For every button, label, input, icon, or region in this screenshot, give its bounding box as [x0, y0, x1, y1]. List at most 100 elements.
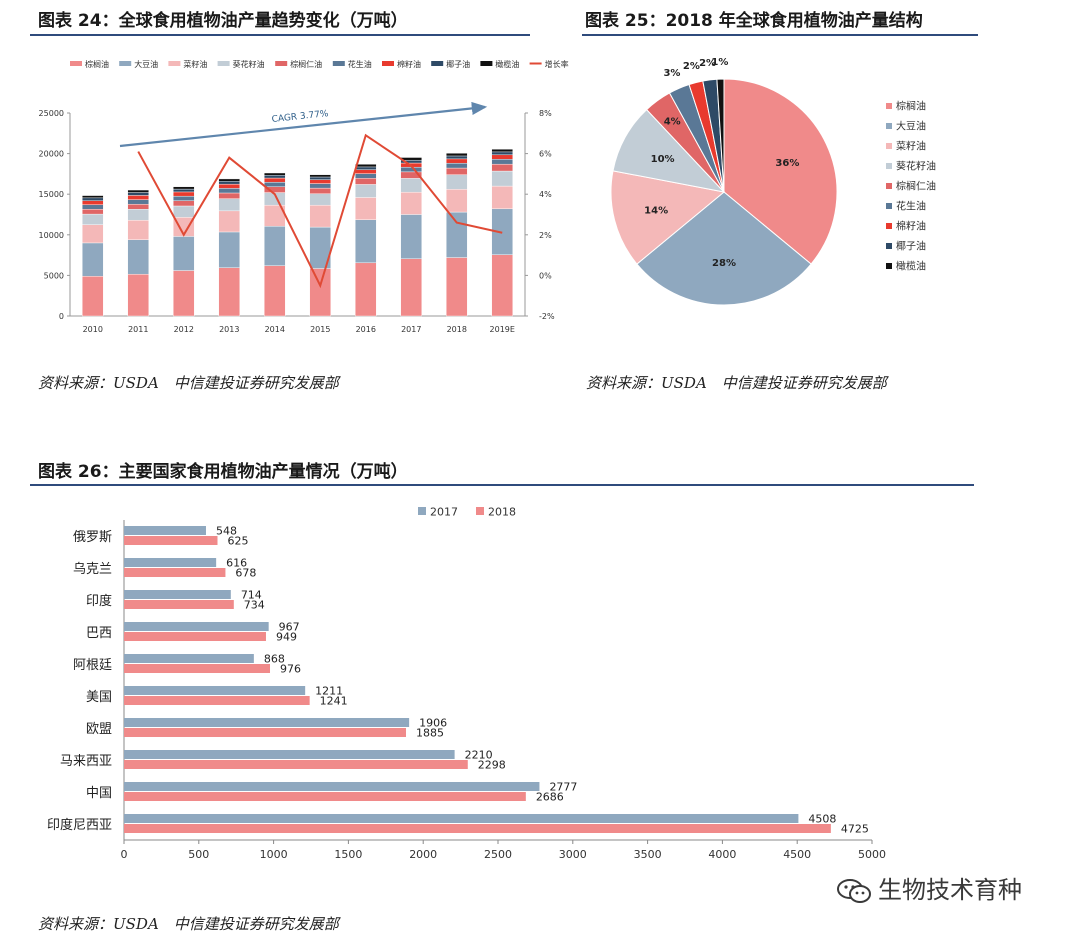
legend-swatch — [886, 143, 892, 149]
bar-segment — [82, 213, 104, 225]
bar-segment — [491, 159, 513, 165]
bar-value-label: 548 — [216, 525, 237, 538]
y-tick-label: 25000 — [39, 109, 64, 118]
bar-segment — [355, 169, 377, 174]
bar-2018 — [124, 728, 406, 737]
fig24-title: 图表 24：全球食用植物油产量趋势变化（万吨） — [38, 11, 408, 31]
pie-value-label: 1% — [711, 57, 728, 68]
x-tick-label: 2017 — [401, 325, 421, 334]
bar-2017 — [124, 654, 254, 663]
bar-segment — [355, 197, 377, 220]
x-tick-label: 2018 — [447, 325, 467, 334]
legend-label: 棉籽油 — [397, 59, 421, 69]
category-label: 欧盟 — [86, 722, 112, 737]
bar-segment — [218, 188, 240, 194]
bar-segment — [82, 276, 104, 317]
bar-value-label: 2686 — [536, 791, 564, 804]
fig26-source: 资料来源：USDA 中信建投证券研究发展部 — [38, 915, 339, 933]
legend-swatch — [480, 61, 493, 66]
legend-label: 橄榄油 — [495, 59, 519, 69]
x-tick-label: 2000 — [409, 848, 437, 861]
x-tick-label: 500 — [188, 848, 209, 861]
bar-segment — [127, 199, 149, 205]
stacked-bar-chart-oil-production: 棕榈油 大豆油 菜籽油 葵花籽油 棕榈仁油 花生油 棉籽油 椰子油 橄榄油 增长率 0 5000 10… — [39, 59, 569, 334]
x-tick-label: 3500 — [634, 848, 662, 861]
bar-segment — [491, 254, 513, 317]
bar-value-label: 967 — [279, 621, 300, 634]
bar-segment — [491, 163, 513, 172]
bar-segment — [173, 236, 195, 271]
pie-chart-oil-structure: 36%28%14%10%4%3%2% 2%1% 棕榈油大豆油菜籽油葵花籽油棕榈仁油… — [610, 57, 936, 306]
bar-segment — [446, 174, 468, 190]
bar-2018 — [124, 600, 234, 609]
chart-axes: 0 5000 10000 15000 20000 25000 -2% 0% 2% 4% 6% 8% 20… — [39, 109, 555, 334]
bar-2017 — [124, 718, 410, 727]
y-tick-label: 15000 — [39, 190, 64, 199]
category-label: 马来西亚 — [60, 754, 112, 769]
bar-segment — [355, 219, 377, 264]
fig24-source: 资料来源：USDA 中信建投证券研究发展部 — [38, 374, 339, 392]
legend-label: 大豆油 — [134, 59, 158, 69]
bar-value-label: 4725 — [841, 823, 869, 836]
legend-label: 菜籽油 — [896, 140, 926, 153]
bar-value-label: 2777 — [549, 781, 577, 794]
x-tick-label: 4500 — [783, 848, 811, 861]
bar-value-label: 616 — [226, 557, 247, 570]
wechat-icon — [837, 879, 871, 903]
cagr-annotation: CAGR 3.77% — [119, 101, 488, 148]
bar-segment — [218, 178, 240, 182]
bar-segment — [264, 177, 286, 183]
bar-value-label: 1211 — [315, 685, 343, 698]
bar-value-label: 1906 — [419, 717, 447, 730]
bar-segment — [491, 151, 513, 156]
bar-segment — [446, 189, 468, 213]
category-label: 中国 — [86, 786, 112, 801]
legend-label: 橄榄油 — [896, 260, 926, 273]
x-tick-label: 1000 — [260, 848, 288, 861]
chart-legend: 2017 2018 — [418, 506, 516, 519]
legend-swatch — [275, 61, 288, 66]
x-tick-label: 3000 — [559, 848, 587, 861]
bar-segment — [400, 214, 422, 259]
x-tick-label: 2012 — [174, 325, 194, 334]
y2-tick-label: 4% — [539, 190, 552, 199]
bar-2018 — [124, 536, 218, 545]
pie-value-label: 2% — [683, 61, 700, 72]
bar-segment — [355, 166, 377, 170]
bar-segment — [127, 273, 149, 317]
watermark-text: 生物技术育种 — [878, 876, 1022, 904]
pie-value-label: 2% — [699, 58, 716, 69]
x-tick-label: 5000 — [858, 848, 886, 861]
bar-segment — [173, 186, 195, 190]
bar-segment — [127, 239, 149, 275]
bar-segment — [218, 198, 240, 212]
y2-tick-label: -2% — [539, 312, 555, 321]
legend-label: 菜籽油 — [183, 59, 207, 69]
cagr-label: CAGR 3.77% — [271, 109, 329, 125]
x-tick-label: 2500 — [484, 848, 512, 861]
bar-segment — [82, 195, 104, 199]
pie-value-label: 36% — [775, 158, 799, 169]
bar-segment — [491, 185, 513, 210]
bar-segment — [264, 175, 286, 179]
bar-value-label: 2298 — [478, 759, 506, 772]
y-tick-label: 20000 — [39, 150, 64, 159]
y2-tick-label: 8% — [539, 109, 552, 118]
pie-value-label: 4% — [664, 117, 681, 128]
legend-swatch — [418, 507, 426, 515]
bar-2018 — [124, 760, 468, 769]
fig26-rule — [30, 484, 974, 486]
pie-slice — [636, 191, 812, 306]
cagr-arrow — [119, 101, 488, 148]
bar-segment — [309, 268, 331, 317]
bar-segment — [400, 178, 422, 193]
stacked-bars — [82, 149, 513, 317]
bar-segment — [218, 267, 240, 317]
legend-swatch — [168, 61, 181, 66]
x-tick-label: 2014 — [265, 325, 285, 334]
bar-segment — [309, 179, 331, 184]
watermark: 生物技术育种 — [836, 870, 1022, 905]
growth-line — [137, 133, 503, 289]
legend-swatch — [886, 263, 892, 269]
